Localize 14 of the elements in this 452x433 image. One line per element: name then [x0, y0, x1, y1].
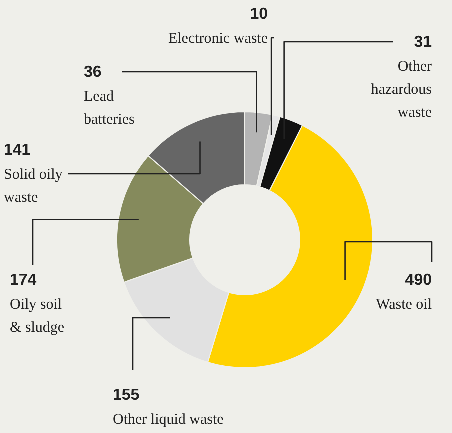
slice-label: Solid oily waste	[4, 167, 64, 206]
data-label: 155	[113, 387, 140, 404]
slice-label: Oily soil & sludge	[10, 297, 65, 336]
slice-label: Lead batteries	[84, 89, 135, 128]
data-label: 36	[84, 64, 102, 81]
data-label: 490	[405, 272, 432, 289]
slice-label: Waste oil	[376, 297, 432, 313]
slice-label: Electronic waste	[168, 31, 268, 47]
data-label: 10	[250, 6, 268, 23]
data-label: 174	[10, 272, 37, 289]
slice-label: Other hazardous waste	[371, 59, 432, 121]
slice-label: Other liquid waste	[113, 412, 224, 428]
data-label: 141	[4, 142, 31, 159]
data-label: 31	[414, 34, 432, 51]
